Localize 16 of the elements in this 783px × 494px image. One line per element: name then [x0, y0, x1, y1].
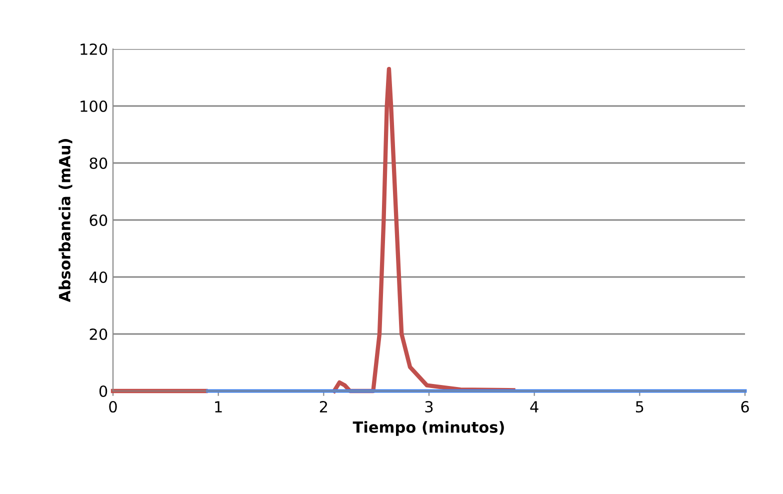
y-tick-label: 20: [90, 328, 108, 340]
y-tick-label: 40: [89, 271, 108, 284]
x-axis-title: Tiempo (minutos): [352, 421, 504, 436]
x-tick-label: 3: [425, 400, 433, 413]
x-tick-label: 6: [741, 400, 749, 413]
y-axis-title: Absorbancia (mAu): [58, 139, 72, 302]
x-tick-label: 0: [109, 400, 117, 413]
y-tick-label: 120: [80, 43, 108, 56]
y-tick-label: 100: [80, 100, 108, 112]
x-tick-label: 1: [215, 401, 222, 412]
x-tick-label: 4: [530, 401, 538, 412]
x-tick-label: 5: [636, 401, 644, 413]
y-tick-label: 80: [90, 157, 108, 170]
x-tick-label: 2: [320, 400, 327, 412]
y-tick-label: 0: [99, 385, 108, 398]
y-tick-label: 60: [90, 214, 108, 226]
